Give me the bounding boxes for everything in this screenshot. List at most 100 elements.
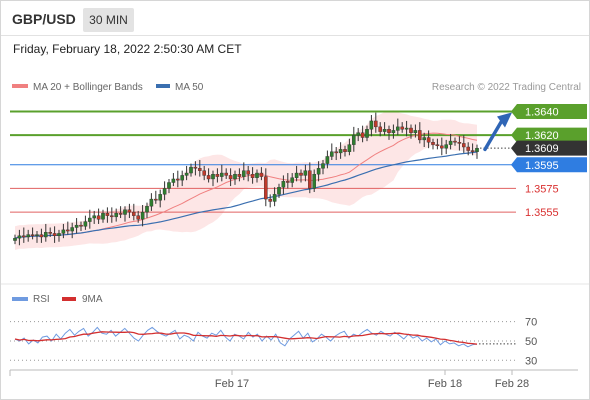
candle-body <box>219 172 224 177</box>
candle-body <box>35 234 39 236</box>
candle-body <box>466 146 471 151</box>
candle-body <box>74 224 79 228</box>
candle-body <box>193 166 198 169</box>
candle-body <box>426 137 431 143</box>
candle-body <box>312 174 317 189</box>
legend-swatch-9ma <box>62 297 76 301</box>
candle-body <box>418 130 422 141</box>
candle-body <box>360 132 365 138</box>
candle-body <box>286 181 290 183</box>
candle-body <box>22 235 26 238</box>
candle-body <box>356 132 361 136</box>
candle-body <box>127 209 132 213</box>
candle-body <box>206 175 211 180</box>
candle-body <box>105 213 110 216</box>
candle-body <box>101 213 105 220</box>
candle-body <box>17 235 22 239</box>
legend-swatch-ma50 <box>156 84 170 88</box>
candle-body <box>303 170 308 176</box>
candle-body <box>211 174 215 180</box>
candle-body <box>92 215 96 219</box>
symbol-title: GBP/USD <box>12 11 76 27</box>
candle-body <box>259 172 264 177</box>
legend-ma20: MA 20 + Bollinger Bands <box>33 82 143 93</box>
candle-body <box>347 144 352 152</box>
candle-body <box>246 170 251 175</box>
candle-body <box>400 126 405 130</box>
candle-body <box>197 168 202 171</box>
rsi-tick-1: 50 <box>525 336 537 348</box>
candle-body <box>109 215 114 218</box>
rsi-line <box>14 326 478 348</box>
candle-body <box>343 149 347 152</box>
candle-body <box>149 198 154 207</box>
candle-body <box>321 163 325 169</box>
candle-body <box>184 172 189 176</box>
legend-swatch-ma20 <box>12 84 28 88</box>
credit-text: Research © 2022 Trading Central <box>432 82 581 93</box>
candle-body <box>470 150 475 152</box>
candle-body <box>352 134 356 145</box>
candle-body <box>272 194 277 202</box>
candle-body <box>457 142 462 144</box>
candle-body <box>26 234 31 238</box>
legend-rsi: RSI <box>33 294 50 305</box>
candle-body <box>241 170 246 177</box>
candle-body <box>52 233 57 236</box>
candle-body <box>290 177 295 183</box>
candle-body <box>167 182 171 189</box>
legend-swatch-rsi <box>12 297 28 301</box>
candle-body <box>83 221 88 227</box>
candle-body <box>215 174 220 177</box>
candle-body <box>13 237 17 241</box>
rsi-tick-2: 30 <box>525 355 537 367</box>
candle-body <box>325 156 330 164</box>
candle-body <box>65 229 70 232</box>
candle-body <box>334 151 339 154</box>
candle-body <box>330 151 334 157</box>
candle-body <box>281 181 286 188</box>
candle-body <box>475 147 479 152</box>
candle-body <box>44 232 48 238</box>
candle-body <box>396 126 400 131</box>
candle-body <box>316 168 321 175</box>
candle-body <box>153 198 158 201</box>
candle-body <box>57 233 61 236</box>
rsi-9ma-line <box>14 331 478 345</box>
level-label-1: 1.3620 <box>525 130 559 142</box>
candle-body <box>158 194 163 201</box>
level-tag-2 <box>511 140 587 156</box>
legend-ma50: MA 50 <box>175 82 204 93</box>
candle-body <box>136 215 141 220</box>
candle-body <box>250 174 255 178</box>
level-label-4: 1.3575 <box>525 183 559 195</box>
level-tag-3 <box>511 157 587 173</box>
legend-9ma: 9MA <box>82 294 103 305</box>
candle-body <box>444 144 449 149</box>
candle-body <box>228 175 233 180</box>
candle-body <box>431 142 435 145</box>
x-tick-label-1: Feb 18 <box>428 378 462 390</box>
timeframe-button[interactable]: 30 MIN <box>83 8 134 32</box>
candle-body <box>294 172 299 178</box>
level-tag-1 <box>511 127 587 143</box>
candle-body <box>30 234 35 236</box>
ma50-line <box>14 151 478 239</box>
candle-body <box>131 211 136 216</box>
header-bar: GBP/USD 30 MIN <box>1 1 589 36</box>
candle-body <box>39 234 44 238</box>
candle-body <box>237 174 242 177</box>
candle-body <box>96 215 101 220</box>
candle-body <box>202 170 207 176</box>
candle-body <box>462 143 466 148</box>
candle-body <box>175 178 180 181</box>
candle-body <box>171 178 176 183</box>
candle-body <box>79 224 83 227</box>
projection-arrow-head <box>497 112 512 128</box>
candle-body <box>224 172 229 176</box>
candle-body <box>413 130 418 133</box>
candle-body <box>338 149 343 154</box>
candle-body <box>118 213 123 215</box>
candle-body <box>180 175 185 181</box>
candle-body <box>277 187 281 195</box>
